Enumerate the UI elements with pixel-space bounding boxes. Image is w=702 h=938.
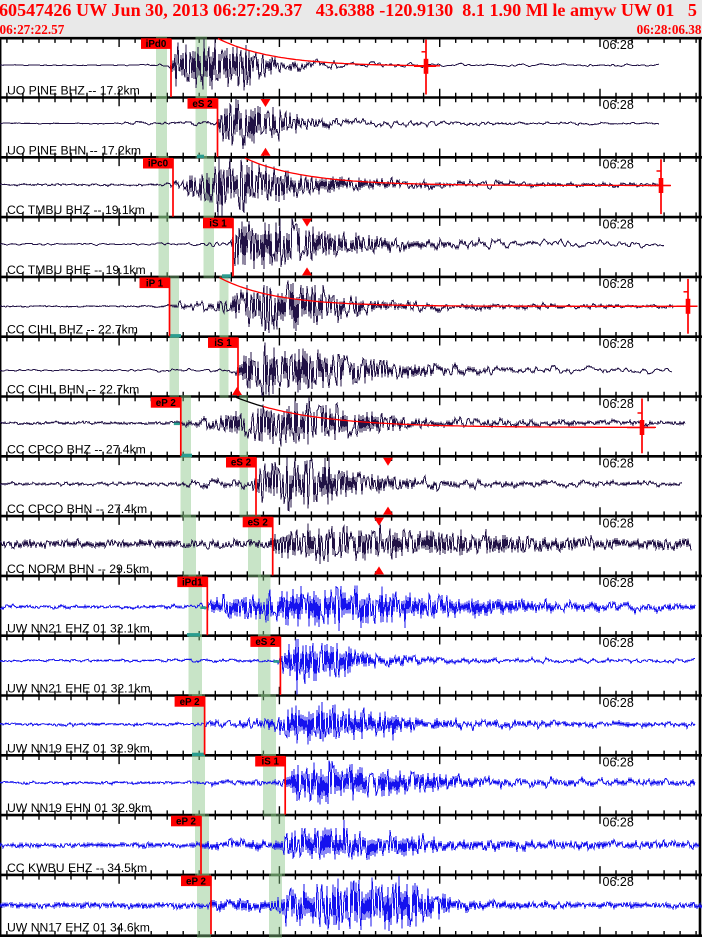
svg-text:iS 1: iS 1 [209,219,227,230]
svg-text:iS 1: iS 1 [214,338,232,349]
svg-text:06:28: 06:28 [603,815,634,829]
svg-text:UW NN17 EHZ 01 34.6km: UW NN17 EHZ 01 34.6km [7,921,150,935]
svg-text:iPd0: iPd0 [146,39,167,50]
svg-text:CC CIHL BHZ -- 22.7km: CC CIHL BHZ -- 22.7km [7,323,138,337]
svg-text:UO PINE BHZ -- 17.2km: UO PINE BHZ -- 17.2km [7,84,140,98]
svg-text:06:28: 06:28 [603,98,634,112]
svg-text:CC TMBU BHZ -- 19.1km: CC TMBU BHZ -- 19.1km [7,203,145,217]
svg-text:06:28: 06:28 [603,875,634,889]
svg-text:06:28: 06:28 [603,217,634,231]
svg-text:eP 2: eP 2 [156,398,177,409]
svg-text:06:28: 06:28 [603,277,634,291]
svg-text:06:28: 06:28 [603,158,634,172]
svg-text:UW NN19 EHZ 01 32.9km: UW NN19 EHZ 01 32.9km [7,741,150,755]
svg-text:eP 2: eP 2 [186,876,207,887]
svg-text:CC NORM BHN -- 29.5km: CC NORM BHN -- 29.5km [7,562,149,576]
svg-text:CC KWBU EHZ -- 34.5km: CC KWBU EHZ -- 34.5km [7,861,147,875]
svg-text:UW NN19 EHN 01 32.9km: UW NN19 EHN 01 32.9km [7,801,151,815]
svg-text:06:28: 06:28 [603,38,634,52]
svg-text:eS 2: eS 2 [192,99,213,110]
svg-text:06:28:06.38: 06:28:06.38 [637,22,702,37]
svg-text:06:28: 06:28 [603,636,634,650]
svg-text:iS 1: iS 1 [261,757,279,768]
svg-text:06:28: 06:28 [603,576,634,590]
svg-text:CC CPCO BHZ -- 27.4km: CC CPCO BHZ -- 27.4km [7,442,146,456]
svg-text:UO PINE BHN -- 17.2km: UO PINE BHN -- 17.2km [7,143,141,157]
svg-text:60547426 UW Jun 30, 2013 06:27: 60547426 UW Jun 30, 2013 06:27:29.37 43.… [0,0,697,20]
svg-text:UW NN21 EHE 01 32.1km: UW NN21 EHE 01 32.1km [7,682,151,696]
svg-text:CC TMBU BHE -- 19.1km: CC TMBU BHE -- 19.1km [7,263,146,277]
svg-text:eP 2: eP 2 [176,817,197,828]
svg-text:eS 2: eS 2 [231,458,252,469]
svg-text:iPc0: iPc0 [148,159,169,170]
svg-text:06:28: 06:28 [603,337,634,351]
svg-text:eS 2: eS 2 [255,637,276,648]
svg-text:CC CPCO BHN -- 27.4km: CC CPCO BHN -- 27.4km [7,502,147,516]
svg-text:iP 1: iP 1 [146,278,164,289]
svg-text:eS 2: eS 2 [248,518,269,529]
svg-text:06:28: 06:28 [603,516,634,530]
svg-text:06:28: 06:28 [603,457,634,471]
svg-text:06:27:22.57: 06:27:22.57 [0,22,65,37]
svg-text:06:28: 06:28 [603,756,634,770]
svg-text:eP 2: eP 2 [180,697,201,708]
svg-text:06:28: 06:28 [603,397,634,411]
svg-text:UW NN21 EHZ 01 32.1km: UW NN21 EHZ 01 32.1km [7,622,150,636]
svg-text:CC CIHL BHN -- 22.7km: CC CIHL BHN -- 22.7km [7,383,139,397]
svg-text:iPd1: iPd1 [182,577,203,588]
svg-text:06:28: 06:28 [603,696,634,710]
